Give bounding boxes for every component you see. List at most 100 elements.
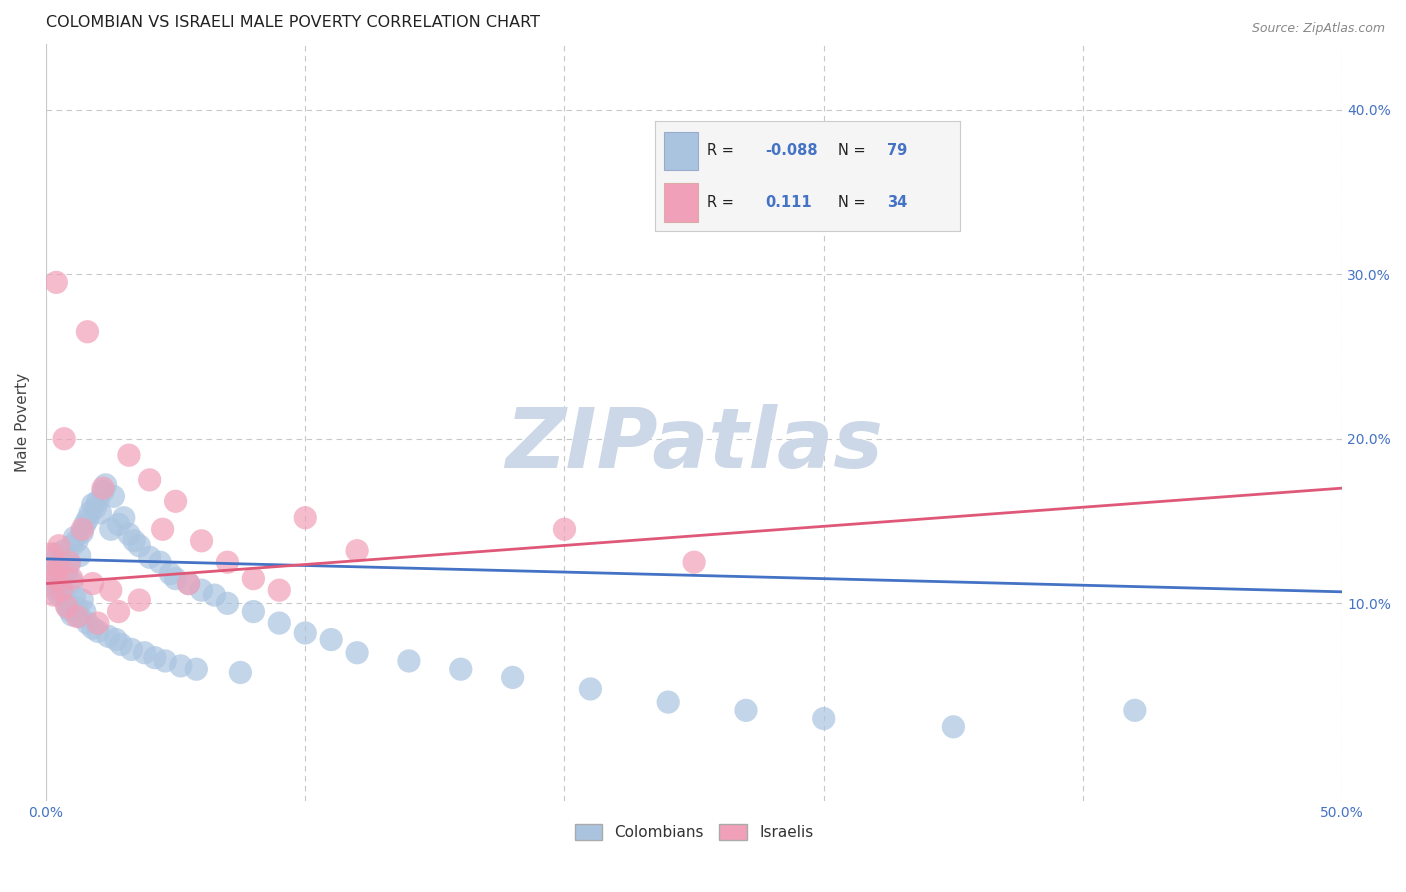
Point xyxy=(55,598,77,612)
FancyBboxPatch shape xyxy=(665,184,697,222)
Point xyxy=(87,616,110,631)
Point xyxy=(112,510,135,524)
Point xyxy=(53,543,76,558)
Point xyxy=(58,603,80,617)
Point xyxy=(204,588,226,602)
Point xyxy=(104,632,127,647)
Point xyxy=(42,576,65,591)
Point xyxy=(51,583,73,598)
Point xyxy=(72,593,94,607)
Point xyxy=(118,527,141,541)
Point xyxy=(242,572,264,586)
Point xyxy=(128,593,150,607)
Text: COLOMBIAN VS ISRAELI MALE POVERTY CORRELATION CHART: COLOMBIAN VS ISRAELI MALE POVERTY CORREL… xyxy=(46,15,540,30)
Point xyxy=(269,583,291,598)
Point xyxy=(94,478,117,492)
Point xyxy=(51,550,73,565)
Point xyxy=(1123,703,1146,717)
Point xyxy=(48,572,70,586)
Legend: Colombians, Israelis: Colombians, Israelis xyxy=(569,818,820,847)
Point xyxy=(48,560,70,574)
Point xyxy=(84,500,107,515)
Point xyxy=(294,626,316,640)
Point xyxy=(155,654,177,668)
Point xyxy=(553,522,575,536)
Point xyxy=(60,572,83,586)
Point xyxy=(229,665,252,680)
Point xyxy=(76,616,98,631)
Point xyxy=(118,448,141,462)
Point xyxy=(45,276,67,290)
Y-axis label: Male Poverty: Male Poverty xyxy=(15,373,30,472)
Point xyxy=(48,539,70,553)
Point xyxy=(82,576,104,591)
Point xyxy=(143,650,166,665)
Point xyxy=(321,632,343,647)
Point xyxy=(294,510,316,524)
Point xyxy=(97,629,120,643)
Point xyxy=(91,484,114,499)
Point xyxy=(63,531,86,545)
Point xyxy=(346,646,368,660)
Point xyxy=(58,557,80,571)
Point xyxy=(72,522,94,536)
Point xyxy=(72,525,94,540)
Point xyxy=(107,605,129,619)
Point xyxy=(53,586,76,600)
Point xyxy=(66,533,89,548)
Point xyxy=(69,609,91,624)
Point xyxy=(42,555,65,569)
Point xyxy=(165,494,187,508)
Point xyxy=(39,547,62,561)
Text: ZIPatlas: ZIPatlas xyxy=(505,404,883,485)
FancyBboxPatch shape xyxy=(665,132,697,170)
Text: 0.111: 0.111 xyxy=(765,195,811,211)
Point xyxy=(217,596,239,610)
Point xyxy=(735,703,758,717)
Point xyxy=(217,555,239,569)
Point xyxy=(42,566,65,581)
Point xyxy=(66,609,89,624)
Point xyxy=(128,539,150,553)
Point xyxy=(942,720,965,734)
Point xyxy=(346,543,368,558)
Point xyxy=(69,549,91,563)
Point xyxy=(42,588,65,602)
Point xyxy=(110,638,132,652)
Point xyxy=(186,662,208,676)
Point xyxy=(82,621,104,635)
Point xyxy=(138,473,160,487)
Point xyxy=(60,607,83,622)
Point xyxy=(55,565,77,579)
Point xyxy=(73,605,96,619)
Point xyxy=(103,489,125,503)
Point xyxy=(89,506,111,520)
Point xyxy=(45,583,67,598)
Point xyxy=(51,580,73,594)
Point xyxy=(177,576,200,591)
Point xyxy=(269,616,291,631)
Text: N =: N = xyxy=(838,195,870,211)
Point xyxy=(63,590,86,604)
Point xyxy=(159,566,181,581)
Point xyxy=(170,659,193,673)
Text: 34: 34 xyxy=(887,195,907,211)
Point xyxy=(66,601,89,615)
Point xyxy=(107,517,129,532)
Point xyxy=(579,681,602,696)
Point xyxy=(60,574,83,589)
Point xyxy=(58,555,80,569)
Text: R =: R = xyxy=(707,144,738,159)
Point xyxy=(122,533,145,548)
Point xyxy=(657,695,679,709)
Point xyxy=(398,654,420,668)
Point xyxy=(190,533,212,548)
Point xyxy=(53,432,76,446)
Point xyxy=(55,599,77,614)
Text: R =: R = xyxy=(707,195,738,211)
Point xyxy=(242,605,264,619)
Point xyxy=(152,522,174,536)
Point xyxy=(190,583,212,598)
Point xyxy=(100,583,122,598)
Point xyxy=(87,624,110,639)
